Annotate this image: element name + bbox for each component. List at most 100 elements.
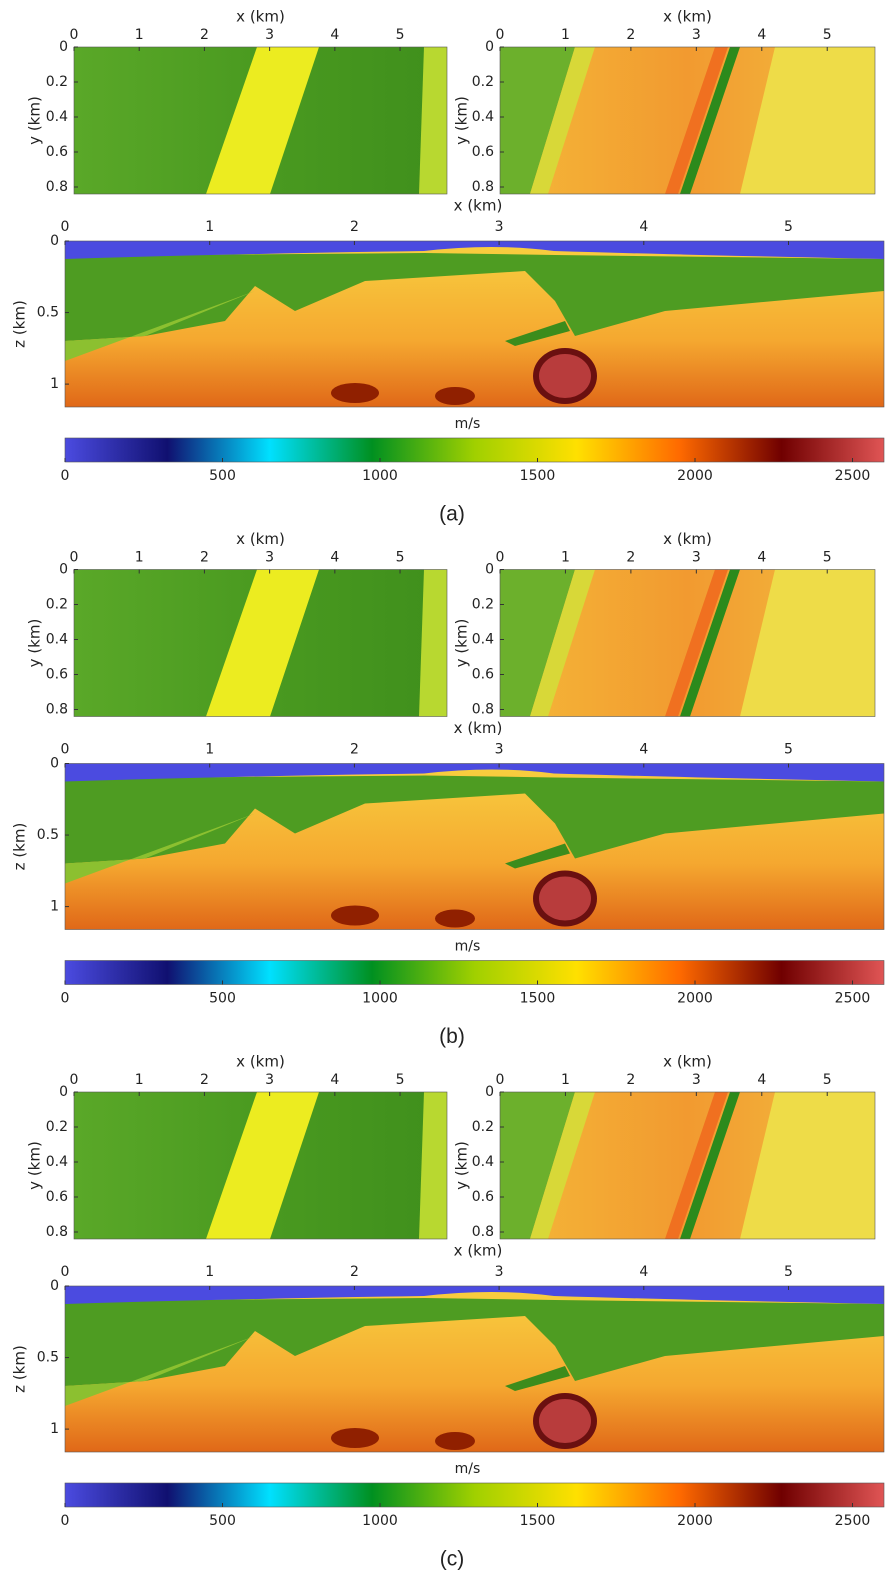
velocity-image [680,1092,740,1239]
x-axis-label: x (km) [454,719,503,737]
velocity-image [539,1399,591,1443]
velocity-image [539,876,591,921]
y-tick-label: 0.5 [37,827,59,843]
x-tick-label: 4 [757,27,766,43]
colorbar [64,960,885,985]
velocity-image [331,905,379,926]
x-tick-label: 2 [350,742,359,758]
y-tick-label: 0 [50,233,59,249]
plot-frame [499,569,876,717]
x-tick-label: 0 [61,219,70,235]
x-tick-label: 1 [135,27,144,43]
velocity-image [206,1092,319,1239]
x-axis-label: x (km) [454,1242,503,1260]
velocity-image [680,47,740,194]
x-axis-label: x (km) [663,530,712,548]
x-tick-label: 1 [135,550,144,566]
x-tick-label: 2 [200,1072,209,1088]
panel-label: (c) [440,1548,465,1571]
y-tick-label: 0.4 [46,1154,68,1170]
y-tick-label: 1 [50,1421,59,1437]
velocity-image [530,1092,595,1239]
velocity-image [505,1366,570,1391]
velocity-image [500,1092,575,1239]
colorbar-tick-label: 2500 [835,1513,871,1529]
colorbar-tick-label: 1500 [520,1513,556,1529]
x-tick-label: 0 [496,550,505,566]
velocity-image [505,843,570,869]
panel-label: (b) [439,1025,465,1048]
y-tick-label: 0.6 [472,667,494,683]
y-axis-label: y (km) [453,1141,471,1190]
x-tick-label: 3 [265,1072,274,1088]
y-tick-label: 0.4 [46,109,68,125]
velocity-image [665,1092,728,1239]
plot-frame [73,1091,448,1240]
y-axis-label: y (km) [453,619,471,668]
y-axis-label: y (km) [26,1141,44,1190]
panel: 0 1 2 3 4 500.20.40.60.8x (km)y (km)0 1 2 3 4 500.… [11,530,885,1048]
x-tick-label: 3 [265,550,274,566]
colorbar-tick-label: 1500 [520,468,556,484]
x-tick-label: 1 [135,1072,144,1088]
x-tick-label: 0 [496,1072,505,1088]
water-layer [65,241,884,259]
x-tick-label: 2 [200,27,209,43]
velocity-image [680,569,740,717]
colorbar-tick-label: 500 [209,468,236,484]
y-tick-label: 0.2 [472,1119,494,1135]
velocity-image [665,569,728,717]
y-axis-label: z (km) [11,823,29,871]
velocity-image [419,47,447,194]
velocity-image [530,47,595,194]
y-tick-label: 0.2 [46,74,68,90]
y-tick-label: 0.5 [37,305,59,321]
velocity-image [435,387,475,405]
y-axis-label: y (km) [453,96,471,145]
y-tick-label: 0 [59,39,68,55]
y-tick-label: 0.8 [46,179,68,195]
y-tick-label: 1 [50,899,59,915]
y-tick-label: 0.6 [472,144,494,160]
plot-frame [64,1285,885,1453]
x-tick-label: 2 [626,1072,635,1088]
velocity-image [435,1432,475,1450]
x-axis-label: x (km) [236,8,285,26]
panel: 0 1 2 3 4 500.20.40.60.8x (km)y (km)0 1 2 3 4 500.… [11,1053,885,1571]
velocity-image [206,47,319,194]
y-tick-label: 0.8 [46,702,68,718]
water-layer [65,763,884,782]
x-tick-label: 4 [757,1072,766,1088]
colorbar-tick-label: 2000 [677,468,713,484]
y-tick-label: 0 [485,1084,494,1100]
x-tick-label: 5 [784,742,793,758]
panel: 0 1 2 3 4 500.20.40.60.8x (km)y (km)0 1 2 3 4 500.… [11,8,885,526]
x-tick-label: 5 [396,27,405,43]
x-tick-label: 0 [61,742,70,758]
x-tick-label: 5 [823,27,832,43]
x-tick-label: 3 [692,27,701,43]
velocity-image [500,569,575,717]
x-tick-label: 2 [626,550,635,566]
colorbar-label: m/s [455,416,481,432]
colorbar-tick-label: 0 [61,468,70,484]
y-tick-label: 0.4 [472,109,494,125]
velocity-image [65,775,884,864]
y-axis-label: z (km) [11,1345,29,1393]
y-tick-label: 0.6 [46,667,68,683]
x-tick-label: 0 [70,550,79,566]
y-tick-label: 0.8 [472,179,494,195]
velocity-image [65,813,255,884]
x-axis-label: x (km) [236,530,285,548]
y-tick-label: 0.4 [46,632,68,648]
x-tick-label: 5 [823,550,832,566]
plot-frame [64,240,885,408]
velocity-image [419,569,447,717]
x-tick-label: 4 [330,550,339,566]
x-tick-label: 4 [757,550,766,566]
water-layer [65,1286,884,1304]
x-axis-label: x (km) [236,1053,285,1071]
velocity-image [530,569,595,717]
colorbar-tick-label: 2500 [835,468,871,484]
